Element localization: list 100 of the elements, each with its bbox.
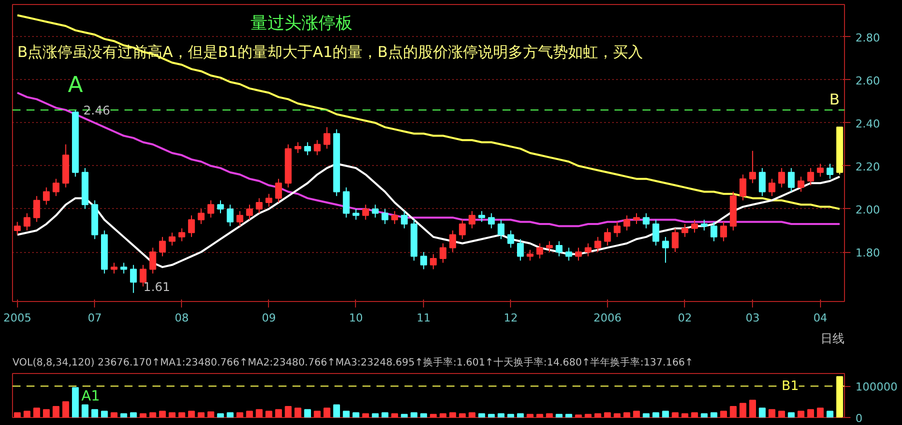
bar [188,410,195,418]
bar [101,410,108,418]
candlestick [24,212,30,231]
bar [556,414,563,418]
candlestick [294,142,302,154]
bar [120,413,128,418]
bar [207,411,214,418]
bar [178,412,186,418]
bar [42,409,50,418]
candlestick [130,264,137,294]
candlestick [391,210,398,225]
bar [778,410,786,418]
candlestick [342,186,350,218]
bar [788,412,795,418]
candlestick [740,174,746,201]
bar [391,413,398,418]
candlestick [430,254,437,270]
bar [758,408,766,418]
candlestick [324,126,330,150]
bar [159,410,166,418]
bar [440,413,446,418]
bar [594,413,602,418]
bar [468,412,476,418]
y-tick-label: 1.80 [856,246,880,260]
candlestick [807,168,814,186]
bar [430,414,437,418]
candlestick [149,247,156,274]
candlestick [304,142,311,156]
y-tick-label: 100000 [856,380,898,394]
bar [652,412,660,418]
x-tick-label: 11 [416,312,431,324]
bar [720,410,727,418]
bar [700,413,708,418]
candlestick [236,210,244,227]
bar [517,413,524,418]
candlestick [314,140,321,156]
bar [324,408,330,418]
candlestick [517,238,524,262]
bar [236,412,244,418]
line-series [16,14,841,210]
bar [546,413,553,418]
candlestick [662,236,669,264]
bar [749,400,756,418]
candlestick [498,219,504,240]
candlestick [362,204,370,220]
bar [198,412,205,418]
bar [24,410,30,418]
candlestick [372,204,379,218]
bar [488,414,495,418]
bar [130,412,137,418]
bar [342,410,350,418]
x-tick-label: 08 [174,312,189,324]
candlestick [546,240,553,252]
candlestick [207,200,214,218]
bar [420,413,428,418]
x-tick-label: 03 [746,312,760,324]
candlestick [468,210,476,229]
candlestick [246,204,253,220]
bar [623,412,630,418]
bar [91,409,98,418]
candlestick [604,228,611,246]
bar [304,409,311,418]
y-tick-label: 0 [856,412,862,425]
bar [633,410,640,418]
bar [565,414,572,418]
candlestick [681,224,688,238]
bar [140,413,147,418]
candlestick [198,208,205,225]
candlestick [275,178,282,203]
bar [217,413,224,418]
candlestick [256,198,263,214]
candlestick [226,204,234,227]
candlestick [623,214,630,231]
bar [265,410,272,418]
candlestick [575,247,582,262]
bar [526,414,534,418]
bar [333,404,340,418]
candlestick [768,178,776,197]
annotation: A [68,72,83,98]
bar [807,409,814,418]
bar [256,409,263,418]
annotation: 2.46 [83,103,110,118]
bar [575,414,582,418]
candlestick [507,230,514,248]
bar [226,412,234,418]
candlestick [458,219,466,240]
candlestick [120,262,128,274]
text: 量过头涨停板 [250,13,352,34]
candlestick [700,219,708,231]
candlestick [720,221,727,242]
bar [498,413,504,418]
candlestick [798,176,804,192]
candlestick [217,200,224,214]
bar [458,413,466,418]
candlestick [691,219,698,234]
bar [740,402,746,418]
chart-title: VOL(8,8,34,120) 23676.170↑MA1:23480.766↑MA2:23480.766↑MA3:23248.695↑换手率:1.601↑十天换手率:14.680↑半年换手率:137.166↑ [12,356,694,368]
candlestick [642,212,650,229]
candlestick [556,240,563,257]
candlestick [788,168,795,192]
